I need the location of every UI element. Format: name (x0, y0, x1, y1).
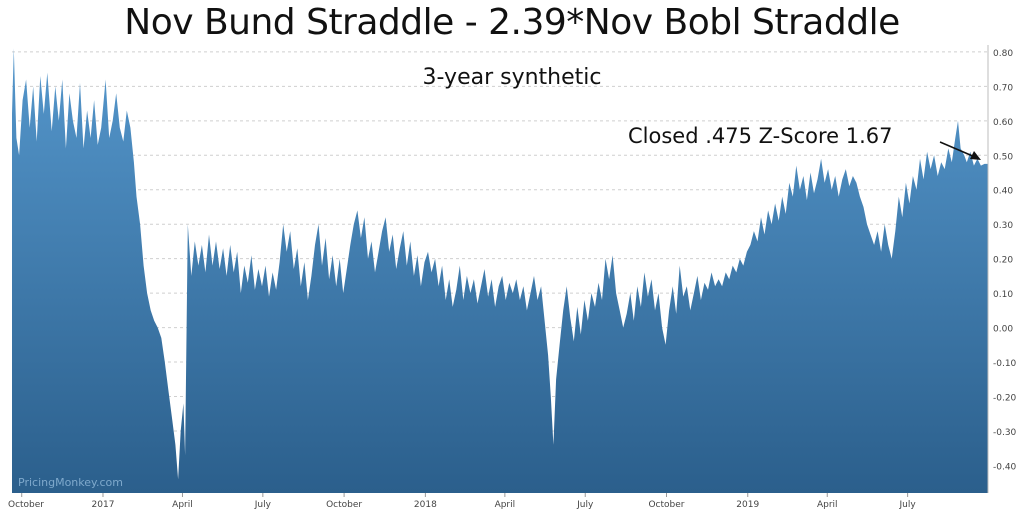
x-tick-label: April (172, 500, 193, 510)
x-tick-label: 2019 (736, 500, 759, 510)
y-tick-label: 0.60 (993, 118, 1013, 128)
annotation-arrow (939, 141, 976, 158)
y-tick-label: 0.10 (993, 290, 1013, 300)
y-tick-label: 0.00 (993, 325, 1013, 335)
watermark: PricingMonkey.com (18, 476, 123, 489)
x-tick-label: 2018 (414, 500, 437, 510)
annotation-arrowhead (970, 151, 981, 160)
y-axis: 0.80 0.70 0.60 0.50 0.40 0.30 0.20 0.10 0.00 -0.1… (993, 49, 1017, 473)
y-tick-label: 0.30 (993, 221, 1013, 231)
y-tick-label: 0.40 (993, 187, 1013, 197)
chart-subtitle: 3-year synthetic (423, 65, 602, 90)
x-tick-label: October (326, 500, 362, 510)
y-tick-label: -0.30 (993, 428, 1017, 438)
x-tick-label: July (254, 500, 272, 510)
x-tick-label: July (899, 500, 917, 510)
y-tick-label: 0.80 (993, 49, 1013, 59)
y-tick-label: -0.10 (993, 359, 1017, 369)
y-tick-label: -0.20 (993, 394, 1017, 404)
x-tick-label: April (817, 500, 838, 510)
x-tick-label: October (648, 500, 684, 510)
y-tick-label: -0.40 (993, 462, 1017, 472)
x-tick-label: April (495, 500, 516, 510)
y-tick-label: 0.20 (993, 256, 1013, 266)
x-tick-label: 2017 (92, 500, 115, 510)
x-tick-label: October (8, 500, 44, 510)
annotation-label: Closed .475 Z-Score 1.67 (628, 124, 893, 148)
chart-title: Nov Bund Straddle - 2.39*Nov Bobl Stradd… (124, 2, 900, 43)
x-tick-label: July (576, 500, 594, 510)
y-tick-label: 0.50 (993, 152, 1013, 162)
x-axis: October 2017 April July October 2018 April July… (8, 493, 916, 510)
series-area (12, 48, 988, 494)
y-tick-label: 0.70 (993, 83, 1013, 93)
